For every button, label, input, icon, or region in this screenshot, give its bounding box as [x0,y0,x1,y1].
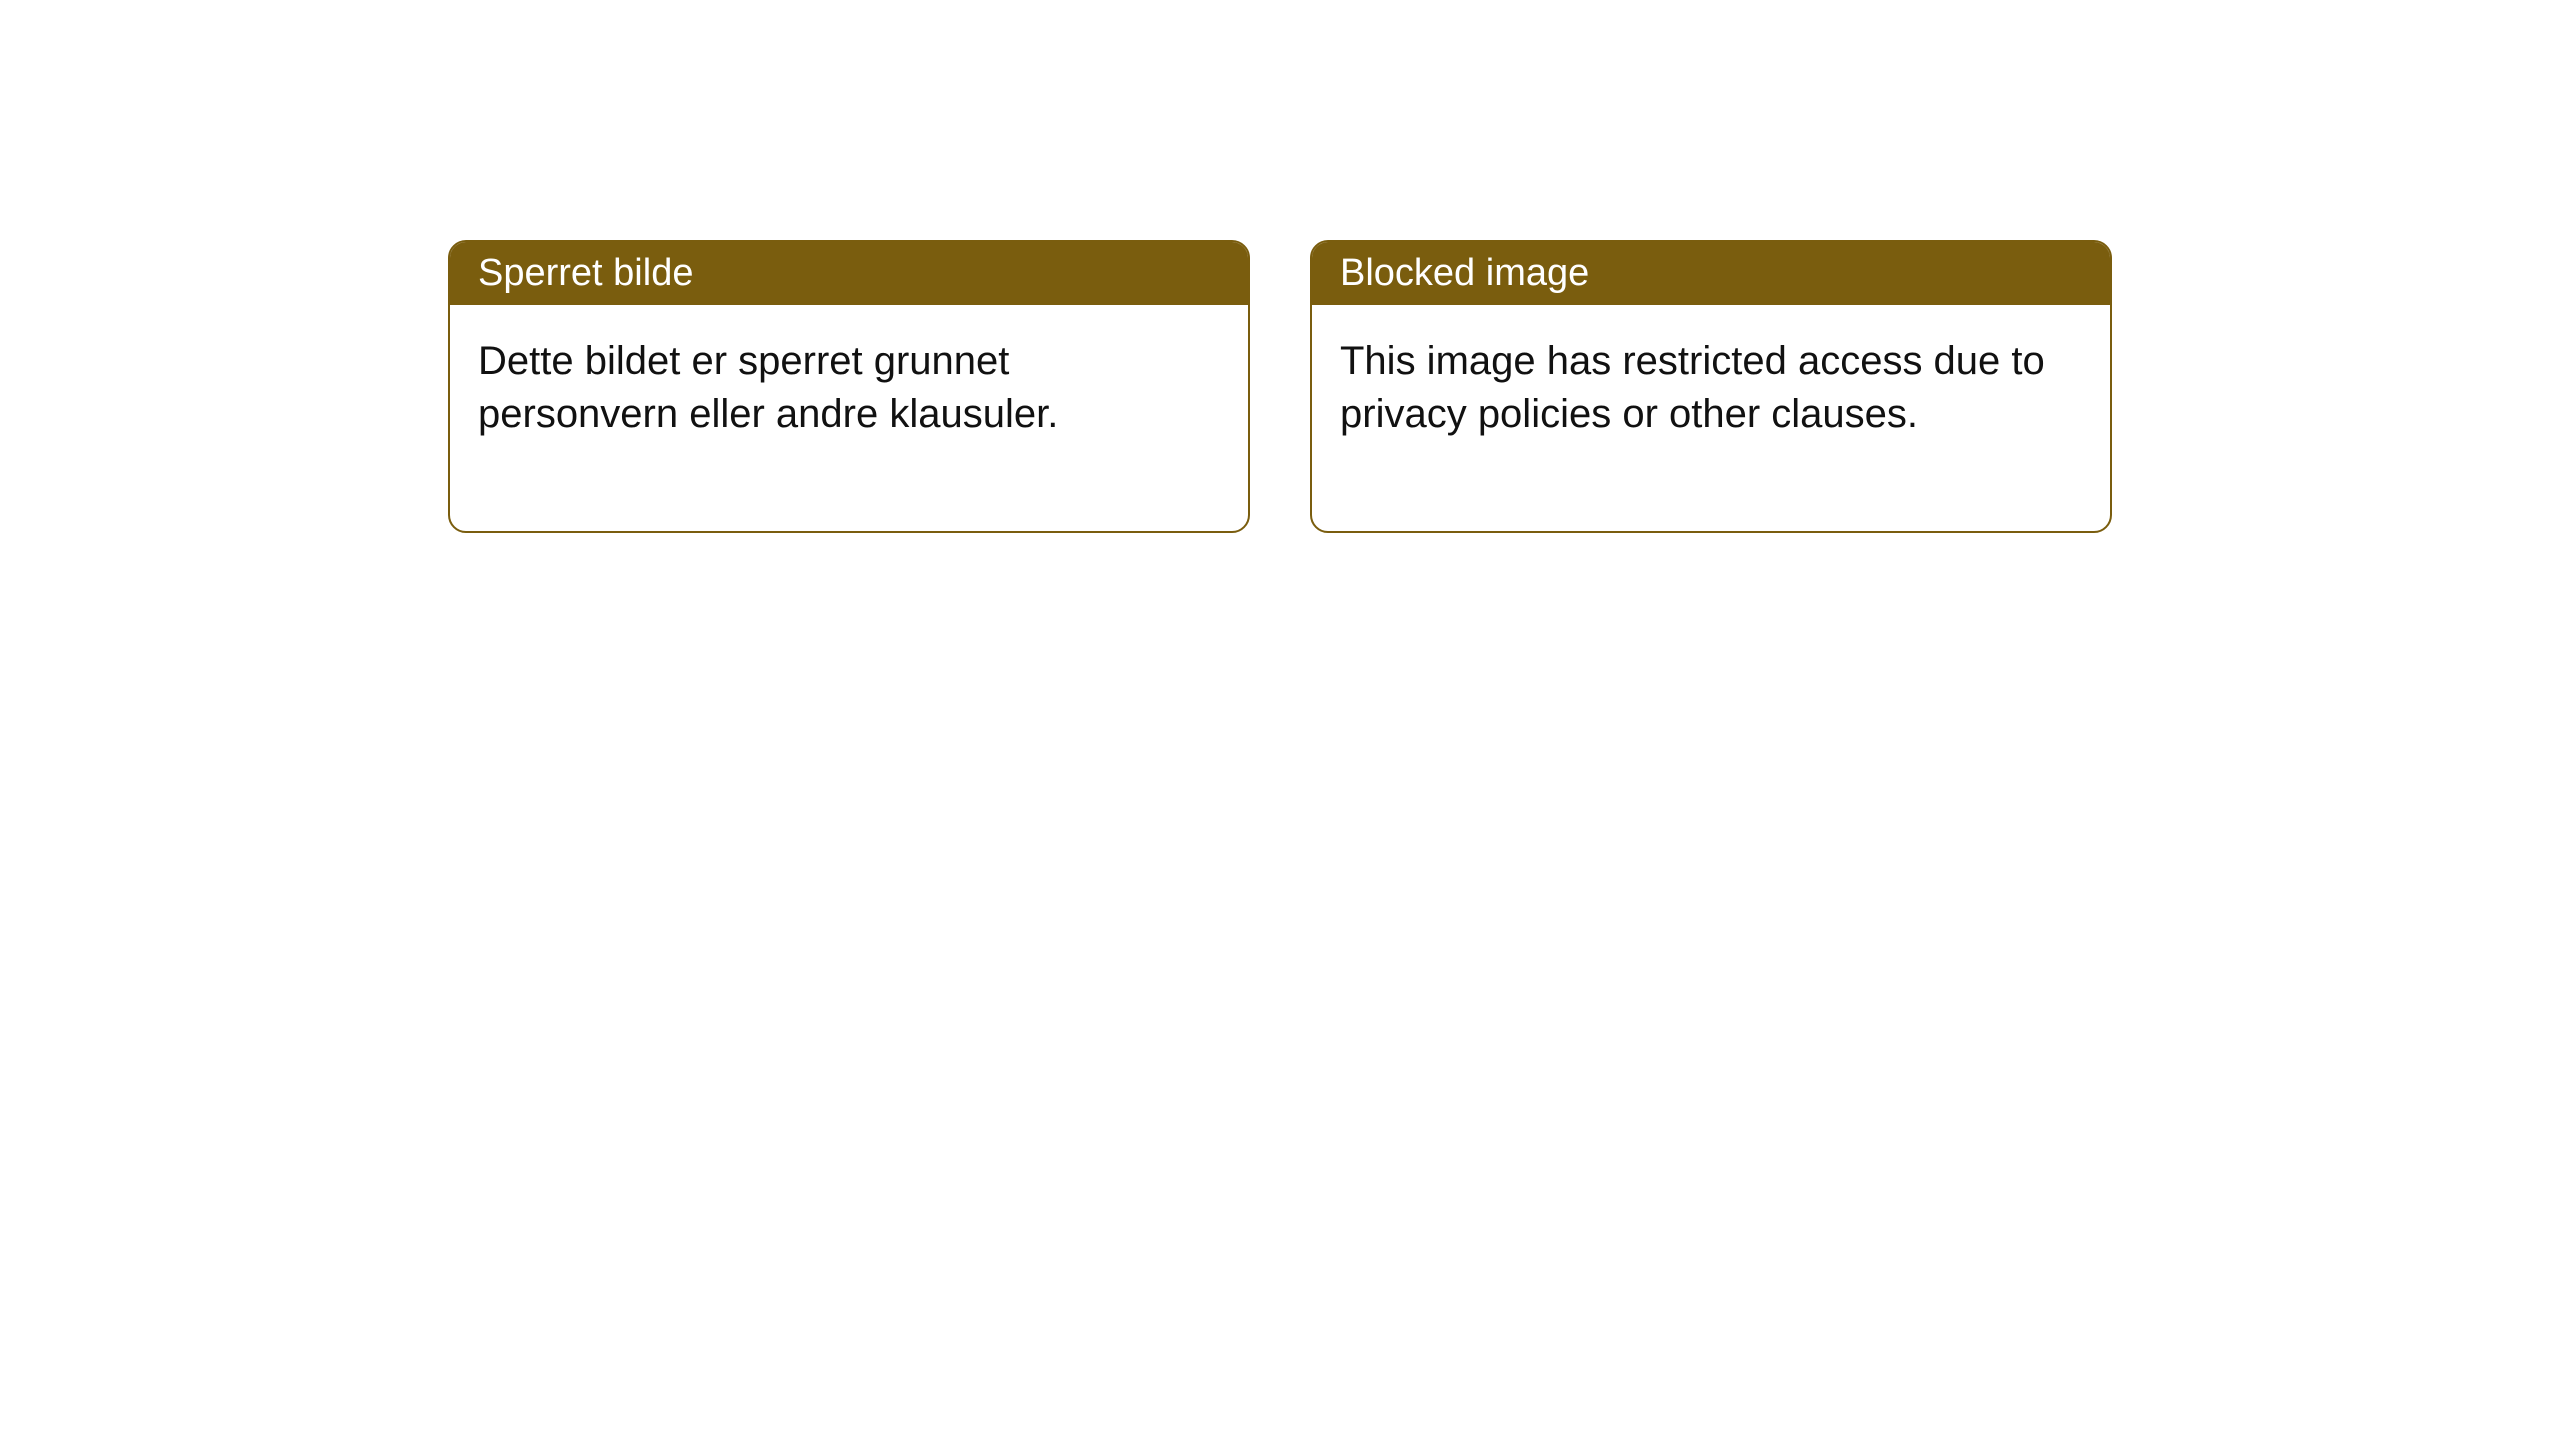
notice-card-norwegian: Sperret bilde Dette bildet er sperret gr… [448,240,1250,533]
notice-body: This image has restricted access due to … [1312,305,2110,531]
notice-header: Blocked image [1312,242,2110,305]
notice-container: Sperret bilde Dette bildet er sperret gr… [0,0,2560,533]
notice-card-english: Blocked image This image has restricted … [1310,240,2112,533]
notice-body: Dette bildet er sperret grunnet personve… [450,305,1248,531]
notice-header: Sperret bilde [450,242,1248,305]
